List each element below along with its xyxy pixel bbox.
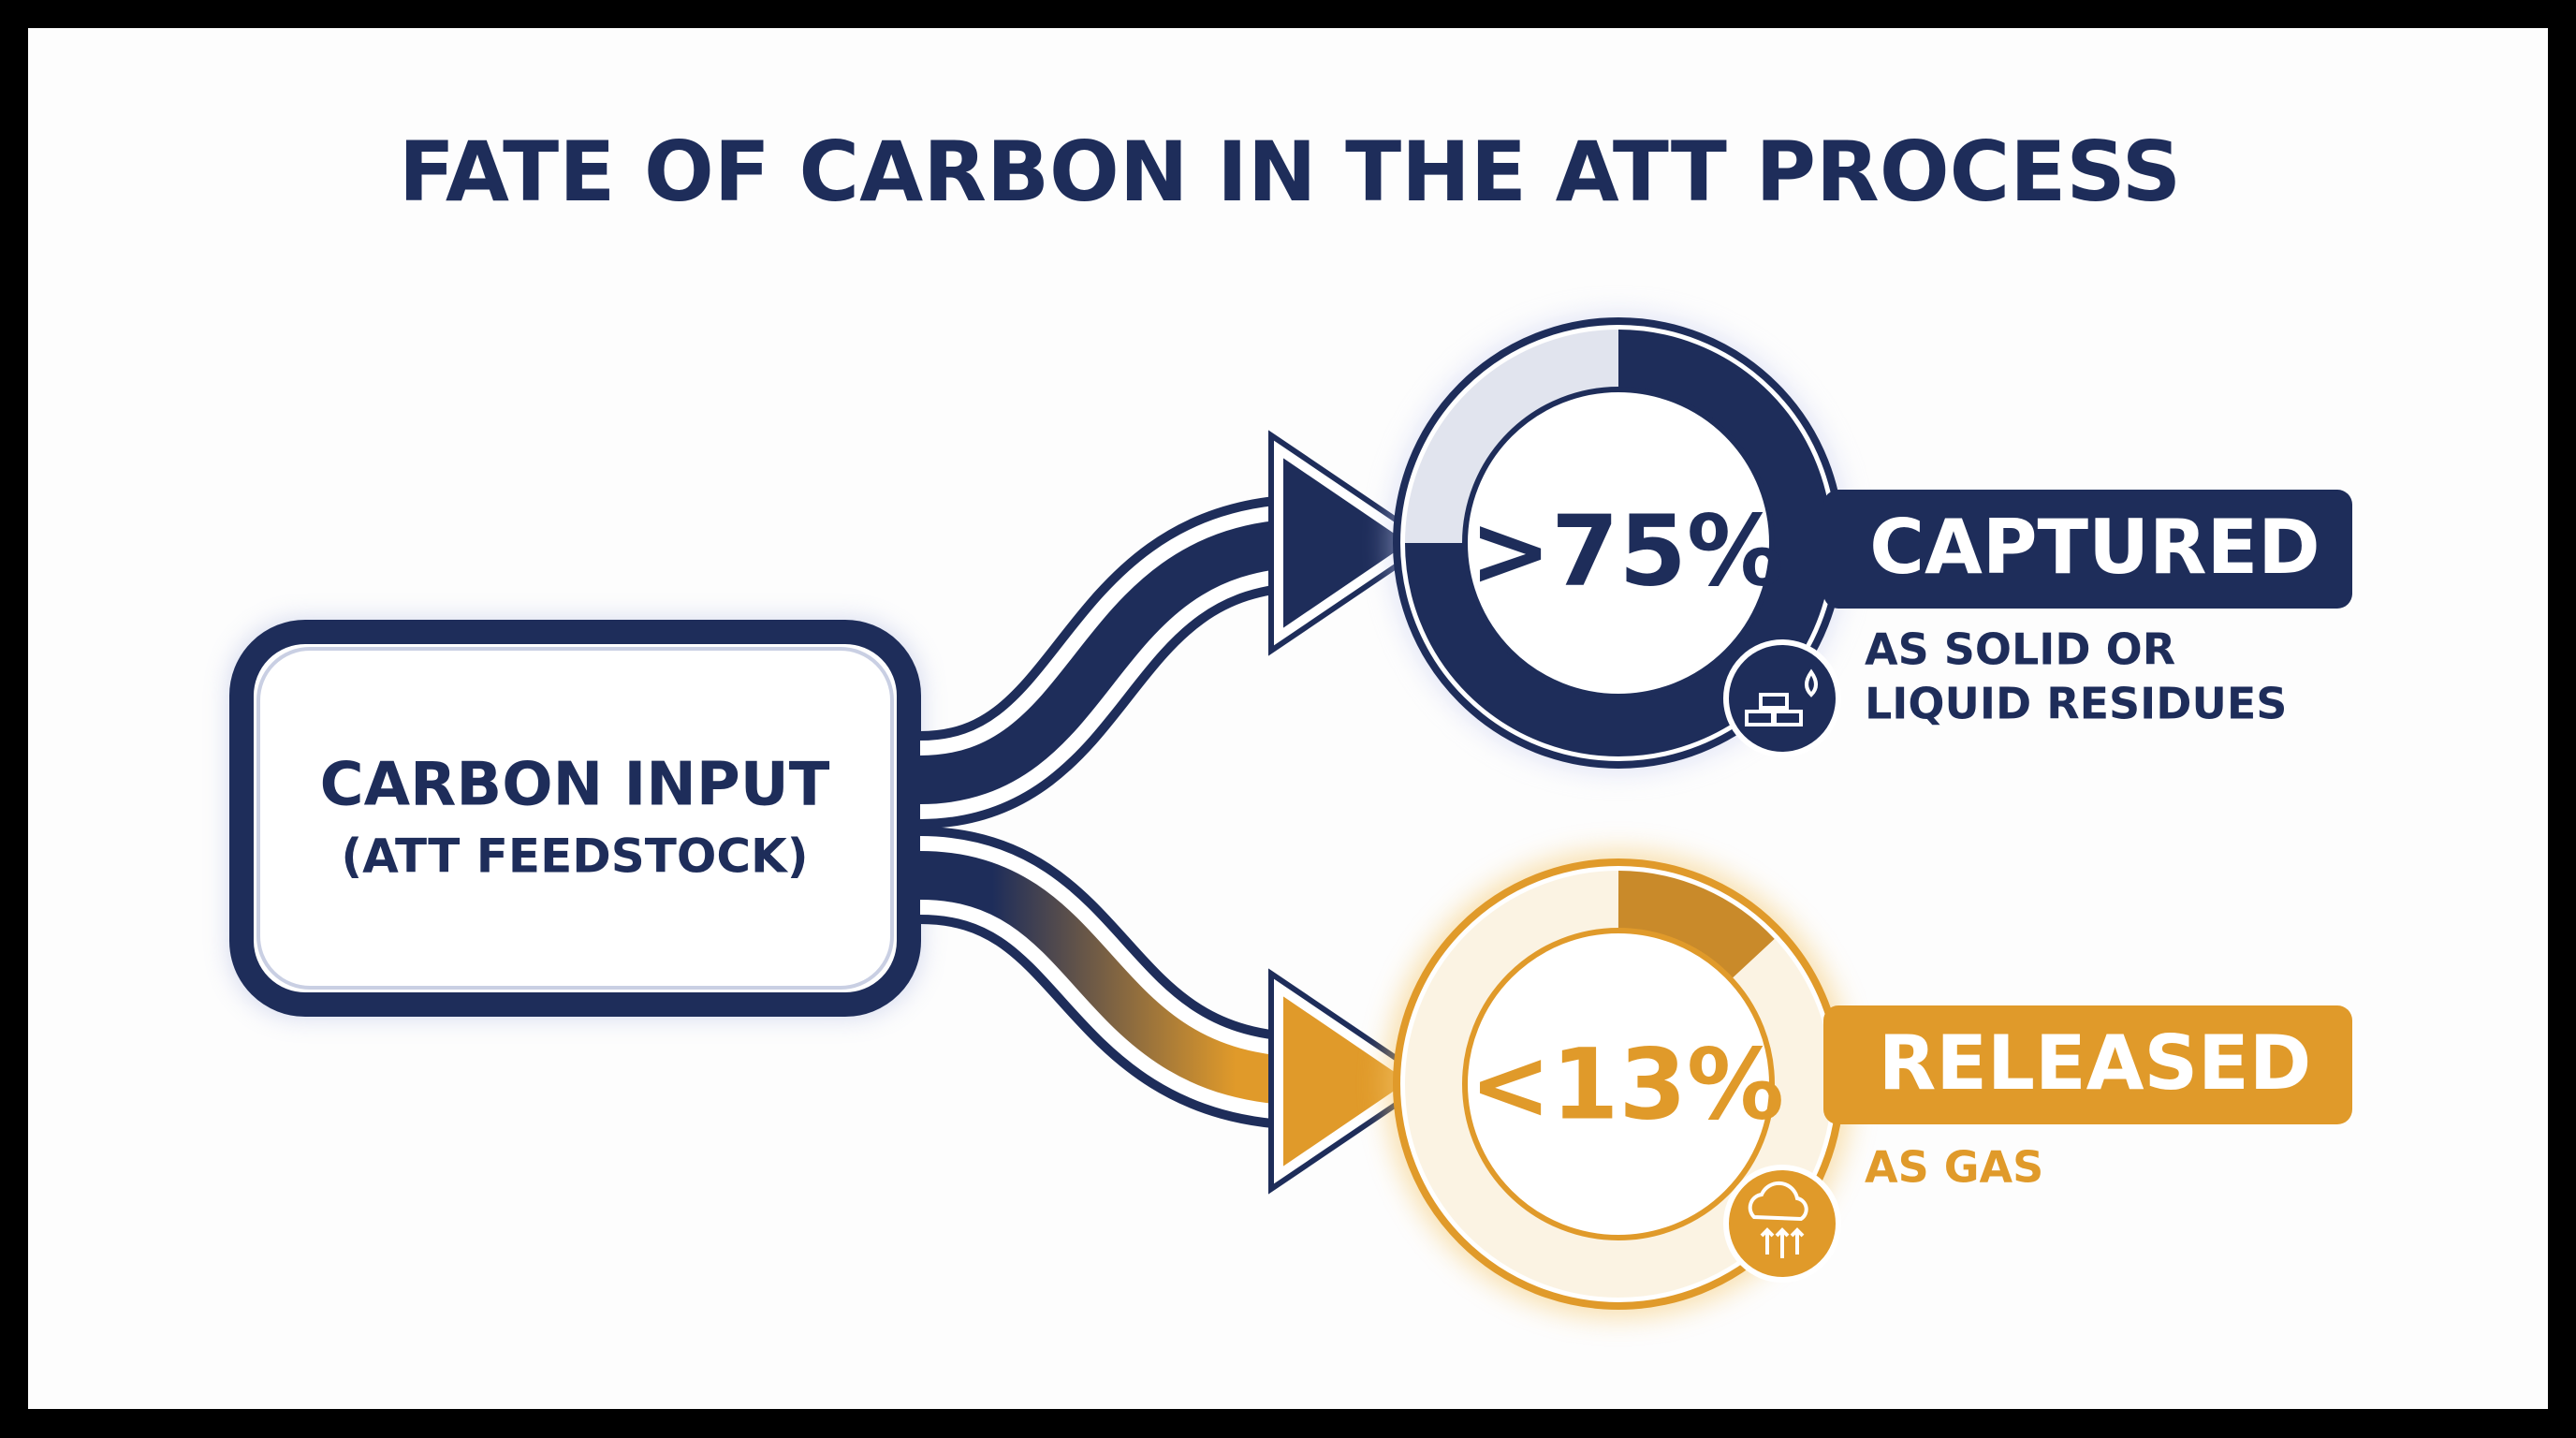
icon-gas bbox=[1723, 1165, 1841, 1283]
input-line: CARBON INPUT bbox=[320, 751, 830, 820]
label: RELEASED bbox=[1879, 1020, 2311, 1107]
description: LIQUID RESIDUES bbox=[1865, 679, 2287, 729]
title: FATE OF CARBON IN THE ATT PROCESS bbox=[399, 124, 2181, 220]
input-box bbox=[229, 620, 921, 1017]
input-box-inner bbox=[256, 647, 894, 990]
label: CAPTURED bbox=[1869, 504, 2320, 591]
ring-captured bbox=[1389, 314, 1848, 772]
label-band bbox=[1823, 1005, 2352, 1124]
label-band bbox=[1823, 490, 2352, 609]
percent: <13% bbox=[1470, 1027, 1784, 1141]
arrow-released bbox=[918, 827, 1436, 1195]
icon-solid-liquid bbox=[1723, 639, 1841, 757]
input-line: (ATT FEEDSTOCK) bbox=[341, 829, 808, 884]
description: AS SOLID OR bbox=[1865, 624, 2175, 675]
arrow-captured bbox=[918, 430, 1436, 829]
description: AS GAS bbox=[1865, 1142, 2043, 1193]
ring-released bbox=[1384, 850, 1852, 1318]
percent: >75% bbox=[1470, 493, 1784, 608]
